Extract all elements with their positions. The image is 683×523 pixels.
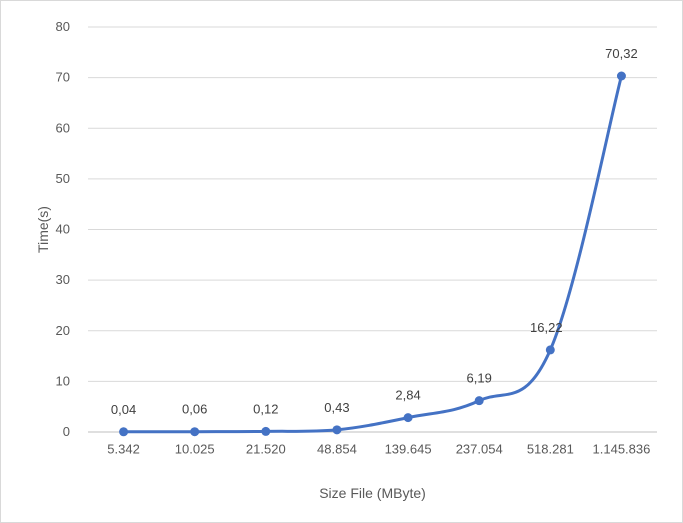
data-label: 0,43 [324, 400, 349, 415]
series-time [119, 71, 626, 437]
series-line [122, 74, 623, 434]
data-point [190, 427, 200, 437]
data-point [616, 71, 626, 81]
data-labels: 0,04 0,06 0,12 0,43 2,84 6,19 16,22 70,32 [111, 46, 638, 417]
data-point [332, 425, 342, 435]
data-point [403, 413, 413, 423]
x-tick-label: 1.145.836 [593, 442, 651, 457]
data-point [261, 426, 271, 436]
x-tick-label: 21.520 [246, 442, 286, 457]
y-axis-ticks: 0 10 20 30 40 50 60 70 80 [56, 19, 70, 439]
x-tick-label: 139.645 [385, 442, 432, 457]
y-tick-label: 0 [63, 424, 70, 439]
data-label: 6,19 [467, 371, 492, 386]
data-label: 16,22 [530, 320, 563, 335]
data-label: 0,06 [182, 402, 207, 417]
y-tick-label: 40 [56, 222, 70, 237]
gridlines [88, 26, 657, 433]
y-tick-label: 50 [56, 171, 70, 186]
x-tick-label: 10.025 [175, 442, 215, 457]
y-tick-label: 10 [56, 373, 70, 388]
x-tick-label: 5.342 [107, 442, 140, 457]
data-label: 0,04 [111, 402, 136, 417]
y-tick-label: 70 [56, 70, 70, 85]
y-tick-label: 20 [56, 323, 70, 338]
x-axis-ticks: 5.342 10.025 21.520 48.854 139.645 237.054 518… [107, 442, 650, 457]
x-tick-label: 237.054 [456, 442, 503, 457]
x-tick-label: 48.854 [317, 442, 357, 457]
data-point [119, 427, 129, 437]
data-label: 2,84 [395, 388, 420, 403]
y-tick-label: 80 [56, 19, 70, 34]
data-point [545, 345, 555, 355]
y-tick-label: 30 [56, 272, 70, 287]
y-axis-title: Time(s) [35, 206, 51, 253]
x-tick-label: 518.281 [527, 442, 574, 457]
data-label: 0,12 [253, 401, 278, 416]
x-axis-title: Size File (MByte) [319, 485, 426, 501]
data-label: 70,32 [605, 46, 638, 61]
data-point [474, 396, 484, 406]
y-tick-label: 60 [56, 120, 70, 135]
